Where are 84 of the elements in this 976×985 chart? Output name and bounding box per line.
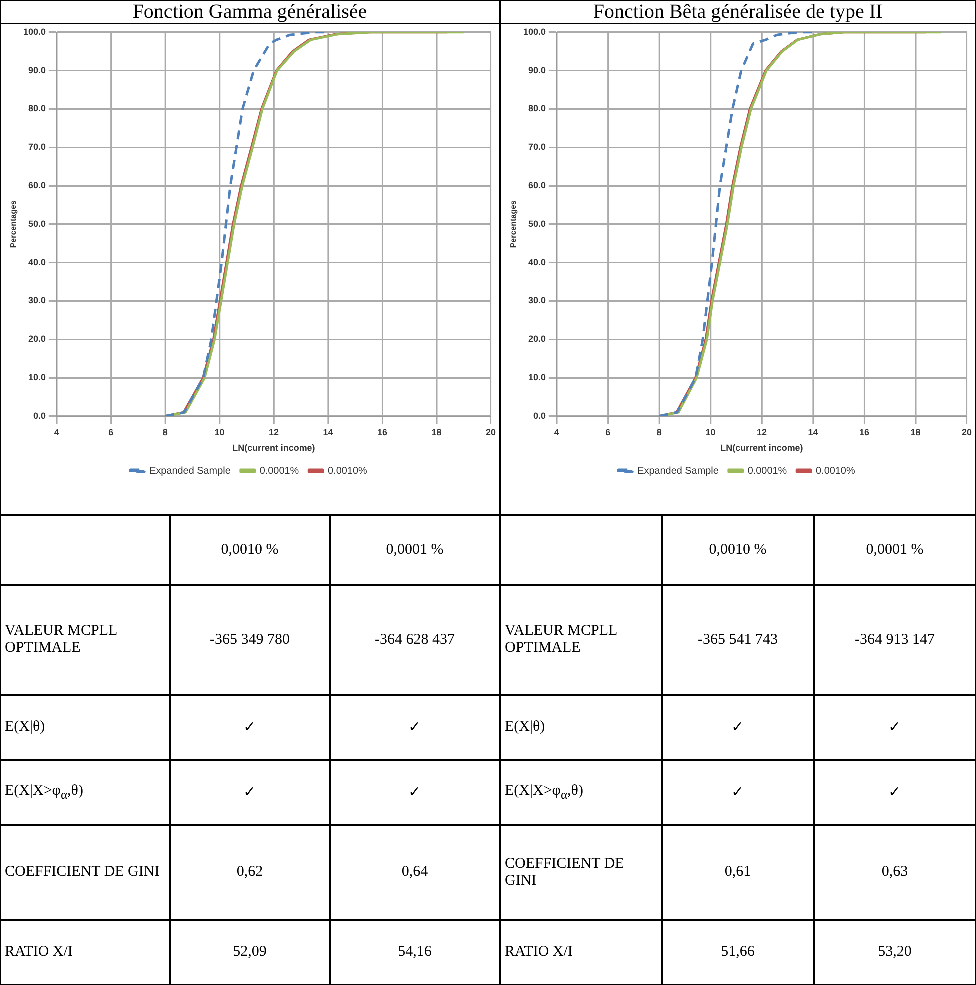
text: ✓ [408, 784, 422, 802]
x-tick-label: 20 [486, 427, 496, 438]
x-tick-label: 6 [108, 427, 114, 438]
x-tick-label: 14 [323, 427, 334, 438]
text: -364 913 147 [855, 632, 935, 648]
text: 0,63 [882, 864, 908, 881]
text: VALEUR MCPLL OPTIMALE [5, 623, 118, 657]
text: 51,66 [721, 944, 755, 961]
text: RATIO X/I [505, 944, 573, 961]
text: 0,0010 % [221, 542, 279, 558]
chart-title: Fonction Bêta généralisée de type II [500, 0, 976, 24]
text: VALEUR MCPLL OPTIMALE [505, 623, 618, 657]
x-tick-label: 10 [214, 427, 225, 438]
y-tick-label: 100.0 [524, 26, 546, 37]
text: 0,0010 % [709, 542, 767, 558]
legend-label: 0.0010% [328, 466, 368, 477]
text: -365 349 780 [210, 632, 290, 648]
text: 0,64 [402, 864, 428, 881]
chart-title: Fonction Gamma généralisée [0, 0, 500, 24]
text: 0,0001 % [866, 542, 924, 558]
x-tick-label: 8 [162, 427, 168, 438]
y-tick-label: 90.0 [528, 65, 546, 76]
y-tick-label: 30.0 [28, 296, 46, 306]
x-tick-label: 18 [910, 427, 921, 438]
x-tick-label: 10 [706, 427, 716, 438]
x-tick-label: 4 [554, 427, 560, 438]
x-tick-label: 8 [656, 427, 662, 438]
y-tick-label: 70.0 [28, 142, 46, 152]
y-tick-label: 20.0 [28, 334, 46, 344]
y-tick-label: 100.0 [24, 26, 46, 37]
x-tick-label: 18 [432, 427, 442, 438]
text: ✓ [408, 719, 422, 737]
text: RATIO X/I [5, 944, 73, 961]
y-tick-label: 0.0 [533, 410, 546, 421]
x-tick-label: 16 [378, 427, 388, 438]
text: 0,0001 % [386, 542, 444, 558]
text: COEFFICIENT DE GINI [5, 864, 160, 881]
legend-label: Expanded Sample [638, 466, 720, 477]
x-axis-title: LN(current income) [232, 443, 316, 454]
text: E(X|X>φ$_{α}$,θ) [5, 782, 84, 802]
x-tick-label: 16 [860, 427, 870, 438]
y-tick-label: 0.0 [34, 410, 46, 421]
y-tick-label: 80.0 [28, 104, 46, 114]
text: COEFFICIENT DE GINI [505, 856, 626, 890]
y-tick-label: 60.0 [28, 180, 46, 190]
text: 0,61 [724, 864, 752, 881]
text: ✓ [732, 719, 744, 737]
y-tick-label: 70.0 [528, 142, 546, 152]
text: ✓ [732, 784, 744, 802]
text: E(X|X>φ$_{α}$,θ) [505, 782, 584, 802]
y-tick-label: 60.0 [528, 180, 546, 190]
y-tick-label: 30.0 [528, 296, 546, 306]
x-tick-label: 12 [268, 427, 279, 438]
text: -365 541 743 [698, 632, 778, 648]
legend-label: Expanded Sample [150, 466, 232, 477]
x-tick-label: 20 [962, 427, 972, 438]
y-tick-label: 50.0 [528, 218, 546, 229]
y-tick-label: 40.0 [528, 257, 546, 268]
x-axis-title: LN(current income) [720, 443, 804, 454]
y-tick-label: 50.0 [28, 218, 46, 229]
text: 53,20 [878, 944, 912, 961]
text: 0,62 [236, 864, 264, 881]
text: ✓ [244, 784, 256, 802]
text: -364 628 437 [375, 632, 455, 648]
text: E(X|θ) [505, 719, 546, 736]
x-tick-label: 12 [756, 427, 767, 438]
y-tick-label: 10.0 [28, 372, 46, 382]
legend-label: 0.0001% [748, 466, 788, 477]
x-tick-label: 14 [808, 427, 818, 438]
text: 54,16 [398, 944, 432, 961]
y-tick-label: 20.0 [528, 334, 546, 344]
legend-label: 0.0010% [816, 466, 856, 477]
text: E(X|θ) [5, 719, 46, 736]
text: ✓ [888, 719, 902, 737]
y-tick-label: 40.0 [28, 257, 46, 268]
text: ✓ [888, 784, 902, 802]
y-tick-label: 10.0 [528, 372, 546, 382]
y-tick-label: 90.0 [28, 65, 46, 76]
x-tick-label: 4 [54, 427, 60, 438]
text: 52,09 [233, 944, 267, 961]
legend-label: 0.0001% [260, 466, 300, 477]
y-tick-label: 80.0 [528, 104, 546, 114]
x-tick-label: 6 [606, 427, 611, 438]
text: ✓ [244, 719, 256, 737]
